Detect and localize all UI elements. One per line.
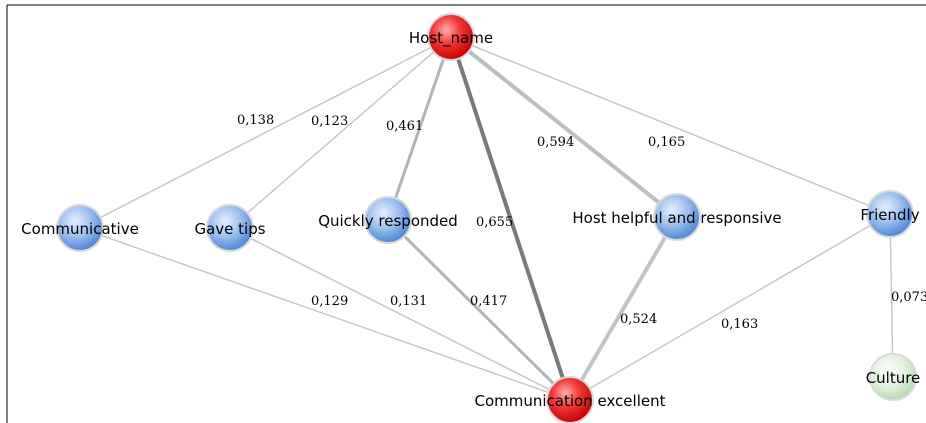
nodes-layer: Host_name Communicative Gave tips Quickl… [21, 13, 921, 423]
node-circle[interactable] [653, 193, 701, 241]
edge-friendly-culture [889, 213, 894, 378]
edges-layer [79, 35, 894, 402]
node-host-name[interactable]: Host_name [409, 13, 493, 61]
node-circle[interactable] [866, 190, 914, 238]
edge-friendly-communication-excellent [569, 213, 891, 401]
edge-host-friendly [450, 36, 891, 215]
node-circle[interactable] [546, 376, 594, 423]
node-circle[interactable] [206, 204, 254, 252]
edge-host-helpful-communication-excellent [568, 215, 679, 402]
edge-communicative-communication-excellent [79, 227, 571, 401]
edge-host-communicative [79, 36, 452, 229]
node-friendly[interactable]: Friendly [860, 190, 920, 238]
edge-weight-label: 0,417 [470, 294, 507, 309]
node-label: Host_name [409, 29, 493, 48]
node-communication-excellent[interactable]: Communication excellent [474, 376, 666, 423]
edge-host-communication-excellent [449, 36, 572, 401]
node-label: Friendly [860, 206, 919, 224]
edge-host-host-helpful [449, 35, 679, 219]
edge-weight-label: 0,123 [311, 114, 348, 129]
node-circle[interactable] [869, 353, 917, 401]
node-gave-tips[interactable]: Gave tips [194, 204, 266, 252]
edge-host-gave-tips [229, 36, 452, 229]
edge-weight-label: 0,165 [648, 135, 685, 150]
edge-weight-label: 0,655 [476, 215, 513, 230]
edge-weight-label: 0,461 [386, 119, 423, 134]
node-label: Quickly responded [318, 212, 458, 230]
node-label: Host helpful and responsive [572, 209, 781, 227]
edge-host-quickly-responded [386, 36, 453, 221]
node-circle[interactable] [56, 204, 104, 252]
edge-weight-label: 0,129 [311, 294, 348, 309]
edge-weight-label: 0,163 [721, 317, 758, 332]
edge-gave-tips-communication-excellent [229, 227, 571, 401]
edge-quickly-responded-communication-excellent [386, 218, 572, 402]
node-label: Communication excellent [474, 392, 665, 410]
node-label: Gave tips [194, 220, 265, 238]
edge-weight-label: 0,594 [537, 135, 574, 150]
node-circle[interactable] [427, 13, 475, 61]
node-label: Culture [866, 369, 921, 387]
edge-weight-label: 0,524 [620, 312, 657, 327]
node-quickly-responded[interactable]: Quickly responded [318, 196, 458, 244]
edge-weight-label: 0,138 [237, 113, 274, 128]
node-label: Communicative [21, 220, 139, 238]
node-communicative[interactable]: Communicative [21, 204, 139, 252]
edge-weight-label: 0,073 [891, 290, 926, 305]
node-host-helpful-and-responsive[interactable]: Host helpful and responsive [572, 193, 782, 241]
node-circle[interactable] [364, 196, 412, 244]
edge-labels-layer: 0,138 0,123 0,461 0,655 0,594 0,165 0,12… [237, 113, 926, 332]
node-culture[interactable]: Culture [866, 353, 921, 401]
edge-weight-label: 0,131 [390, 294, 427, 309]
